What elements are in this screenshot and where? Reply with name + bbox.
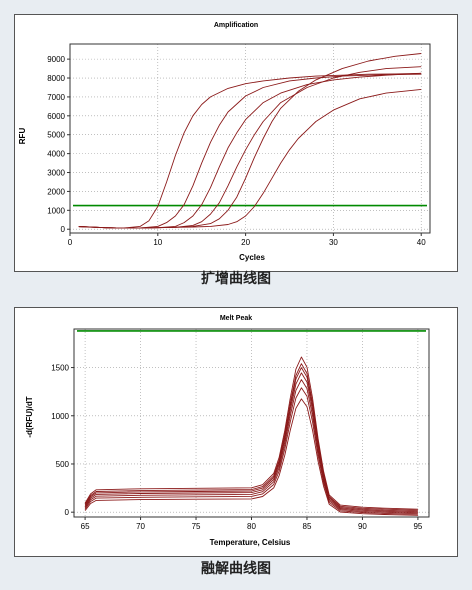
melt-series-line-2: [84, 363, 418, 511]
amplification-xtick-label: 20: [241, 238, 250, 247]
amplification-series-line-6: [78, 88, 422, 229]
melt-series-line-7: [84, 398, 418, 516]
amplification-xtick-label: 40: [417, 238, 426, 247]
melt-ytick-label: 1000: [51, 412, 69, 421]
melt-xtick-label: 80: [247, 522, 256, 531]
amplification-ytick-label: 5000: [47, 131, 65, 140]
melt-grid: [74, 329, 429, 517]
melt-series-line-1: [84, 356, 418, 510]
amplification-grid: [69, 44, 430, 233]
amplification-ylabel: RFU: [18, 128, 27, 145]
amplification-ytick-label: 4000: [47, 150, 65, 159]
amplification-panel-bg: [14, 14, 458, 272]
amplification-title: Amplification: [214, 22, 258, 29]
amplification-ytick-label: 1000: [47, 206, 65, 215]
amplification-caption: 扩增曲线图: [201, 271, 271, 287]
melt-ytick-label: 500: [56, 460, 70, 469]
amplification-ytick-label: 8000: [47, 74, 65, 83]
melt-xtick-label: 70: [136, 522, 145, 531]
amplification-chart: Amplification Cycles RFU 0 10 20 30 40 0 1000 2…: [14, 14, 458, 272]
melt-ytick-label: 1500: [51, 364, 69, 373]
melt-xtick-label: 75: [192, 522, 201, 531]
melt-xtick-label: 95: [413, 522, 422, 531]
melt-series-line-3: [84, 367, 418, 512]
melt-ytick-label: 0: [65, 508, 70, 517]
amplification-ytick-label: 7000: [47, 93, 65, 102]
amplification-ytick-label: 2000: [47, 187, 65, 196]
melt-xtick-label: 90: [358, 522, 367, 531]
amplification-xtick-label: 0: [68, 238, 73, 247]
melt-xtick-label: 65: [81, 522, 90, 531]
melt-caption: 融解曲线图: [201, 561, 271, 577]
melt-plot-frame: [73, 328, 430, 518]
melt-series-line-5: [84, 379, 418, 514]
melt-ticks: 65 70 75 80 85 90 95 0 500 1000 1500: [51, 364, 423, 531]
amplification-ytick-label: 3000: [47, 169, 65, 178]
melt-peak-chart: Melt Peak Temperature, Celsius -d(RFU)/d…: [14, 307, 458, 557]
melt-xtick-label: 85: [303, 522, 312, 531]
melt-title: Melt Peak: [220, 315, 252, 322]
melt-xlabel: Temperature, Celsius: [210, 538, 291, 547]
amplification-series-line-1: [78, 72, 422, 229]
melt-ylabel: -d(RFU)/dT: [25, 396, 34, 437]
amplification-ytick-label: 9000: [47, 55, 65, 64]
amplification-xtick-label: 30: [329, 238, 338, 247]
amplification-plot-frame: [69, 43, 431, 234]
melt-series-line-4: [84, 372, 418, 513]
amplification-ytick-label: 0: [61, 225, 66, 234]
melt-series-line-6: [84, 387, 418, 515]
melt-series-layer: [84, 356, 418, 516]
amplification-xtick-label: 10: [153, 238, 162, 247]
melt-panel-bg: [14, 307, 458, 557]
amplification-ytick-label: 6000: [47, 112, 65, 121]
amplification-series-layer: [78, 53, 422, 229]
amplification-xlabel: Cycles: [239, 253, 265, 262]
